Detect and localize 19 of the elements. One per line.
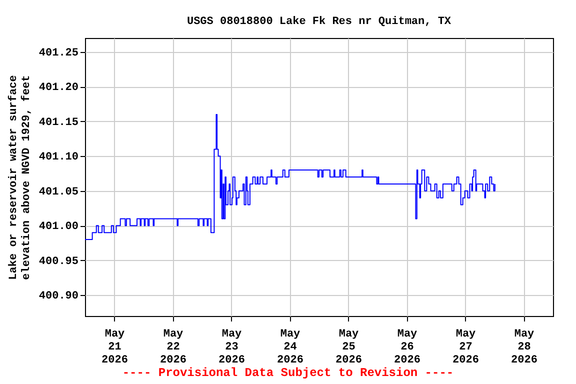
x-tick-label: May 24 2026 [277, 328, 304, 366]
y-tick-label: 401.05 [38, 186, 79, 198]
x-tick-label: May 23 2026 [218, 328, 245, 366]
y-tick-label: 401.10 [38, 152, 78, 164]
y-tick-label: 401.00 [38, 221, 78, 234]
chart-title: USGS 08018800 Lake Fk Res nr Quitman, TX [186, 16, 452, 28]
x-tick-label: May 22 2026 [160, 328, 186, 366]
x-tick-label: May 28 2026 [511, 328, 538, 366]
y-tick-label: 401.15 [38, 116, 79, 129]
y-tick-label: 400.95 [38, 256, 79, 268]
y-tick-label: 401.20 [38, 82, 78, 94]
text: ---- Provisional Data Subject to Revision ---- [121, 366, 455, 380]
y-tick-label: 400.90 [38, 290, 78, 303]
x-tick-label: May 25 2026 [336, 328, 362, 366]
y-tick-label: 401.25 [38, 47, 79, 60]
y-axis-title: Lake or reservoir water surface elevation above NGVD 1929, feet [6, 74, 33, 280]
x-tick-label: May 21 2026 [102, 328, 128, 366]
x-tick-label: May 26 2026 [394, 328, 420, 366]
x-tick-label: May 27 2026 [452, 328, 479, 366]
